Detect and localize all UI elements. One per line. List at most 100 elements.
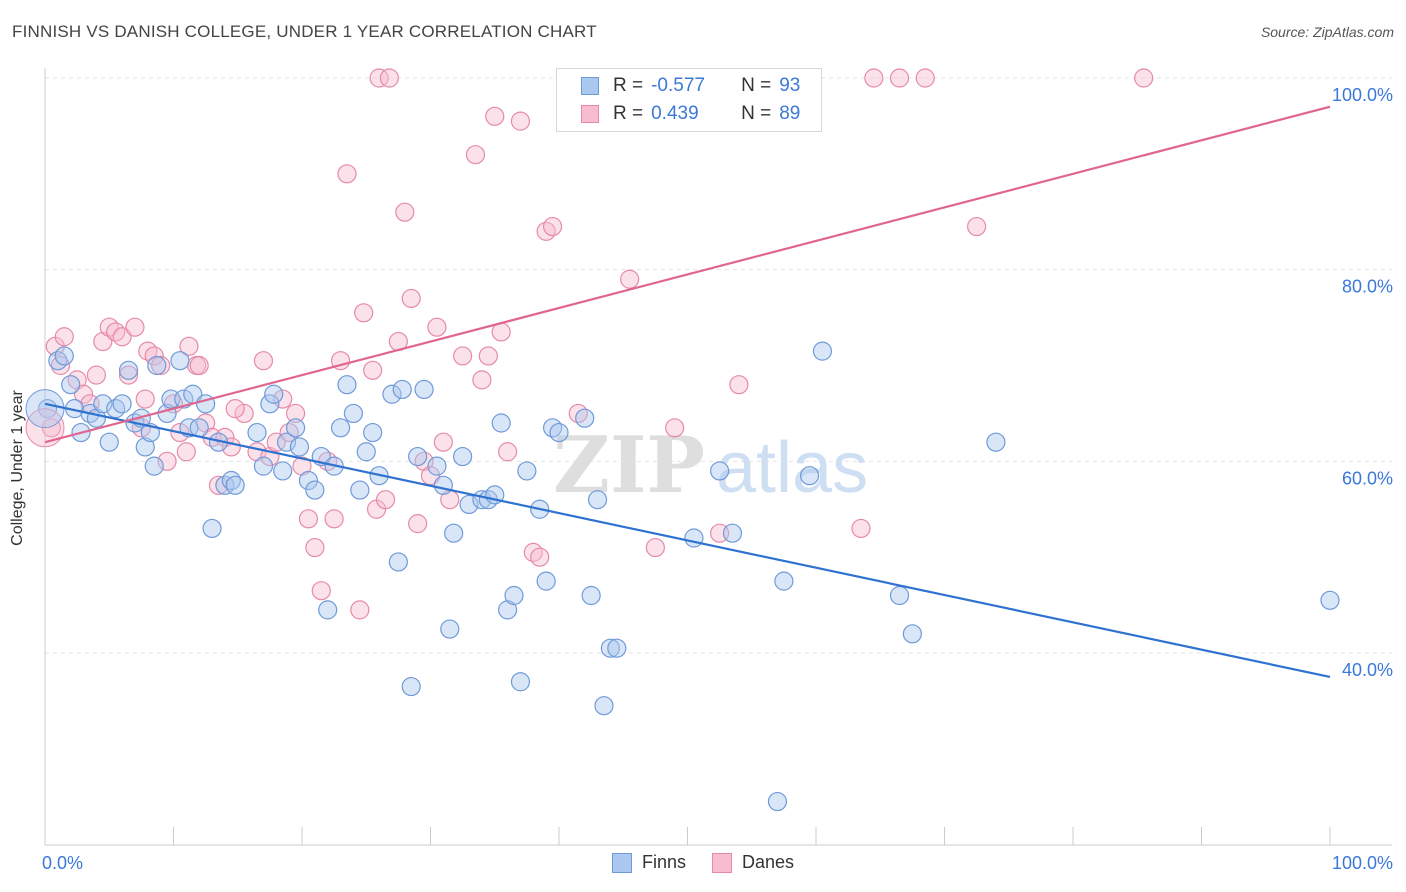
danes-point [485, 106, 505, 126]
danes-trend-line [44, 105, 1331, 444]
finns-point [722, 523, 743, 543]
danes-legend-label: Danes [741, 852, 795, 872]
finns-point [799, 466, 820, 486]
finns-point [179, 418, 199, 438]
danes-point [851, 518, 871, 539]
watermark-zip: ZIP [553, 420, 705, 511]
danes-point [889, 68, 910, 88]
finns-point [170, 351, 190, 371]
danes-point [498, 442, 518, 462]
danes-point [292, 456, 312, 476]
finns-point [459, 494, 479, 515]
legend-row-finns: R = -0.577 N = 93 [581, 73, 800, 99]
finns-point [247, 422, 267, 443]
danes-point [337, 164, 357, 184]
danes-point [967, 216, 987, 237]
finns-trend-line [44, 402, 1331, 679]
finns-point [401, 676, 421, 697]
finns-point [684, 528, 704, 548]
finns-point [337, 375, 357, 395]
x-tick-label: 0.0% [42, 853, 83, 873]
danes-point [729, 375, 749, 395]
legend-item-danes[interactable]: Danes [711, 852, 795, 873]
danes-swatch [581, 105, 599, 123]
finns-swatch [581, 77, 599, 95]
finns-point [285, 418, 306, 438]
finns-point [276, 432, 297, 452]
finns-point [392, 379, 412, 400]
finns-point [517, 461, 537, 481]
danes-point [915, 68, 935, 88]
finns-point [710, 461, 730, 481]
finns-n-label: N = [741, 75, 772, 96]
danes-point [369, 68, 389, 88]
y-tick-label: 40.0% [1342, 660, 1393, 680]
finns-point [498, 600, 518, 620]
finns-point [253, 456, 274, 476]
danes-point [311, 581, 331, 601]
finns-point [414, 379, 434, 400]
danes-point [350, 600, 370, 620]
danes-point [93, 331, 113, 352]
finns-point [260, 394, 280, 414]
finns-point [536, 571, 556, 591]
finns-point [289, 437, 310, 457]
danes-point [472, 370, 492, 390]
series-legend: Finns Danes [0, 852, 1406, 873]
danes-point [208, 475, 229, 495]
danes-point [427, 317, 447, 337]
finns-point [433, 475, 453, 495]
danes-point [176, 442, 196, 462]
finns-point [118, 360, 139, 380]
finns-point [112, 394, 132, 414]
finns-legend-swatch [611, 852, 632, 873]
danes-point [478, 346, 498, 366]
danes-point [363, 360, 383, 380]
source-credit: Source: ZipAtlas.com [1260, 24, 1394, 40]
finns-point [767, 791, 788, 812]
danes-point [305, 537, 325, 558]
finns-n-value: 93 [779, 75, 801, 96]
finns-r-label: R = [613, 75, 644, 96]
danes-point [354, 303, 374, 323]
finns-point [273, 461, 293, 481]
y-axis-label: College, Under 1 year [9, 390, 26, 546]
danes-point [73, 384, 94, 404]
danes-point [510, 111, 531, 131]
finns-point [174, 389, 194, 409]
finns-point [774, 571, 794, 591]
finns-point [491, 413, 511, 433]
danes-point [453, 346, 473, 366]
danes-point [375, 490, 396, 510]
correlation-legend: R = -0.577 N = 93 R = 0.439 N = 89 [556, 68, 822, 132]
finns-point [600, 638, 621, 658]
finns-point [144, 456, 164, 476]
finns-point [330, 418, 351, 438]
legend-item-finns[interactable]: Finns [611, 852, 686, 873]
danes-n-label: N = [741, 103, 772, 124]
finns-point [298, 470, 319, 491]
danes-r-value: 0.439 [651, 103, 699, 124]
finns-point [427, 456, 447, 476]
y-tick-label: 60.0% [1342, 468, 1393, 488]
finns-point [812, 341, 833, 361]
danes-legend-swatch [711, 852, 732, 873]
finns-point [99, 432, 119, 452]
finns-point [189, 418, 209, 438]
finns-point [1320, 590, 1340, 610]
danes-point [179, 336, 199, 356]
finns-point [61, 375, 81, 395]
finns-point [356, 442, 376, 462]
finns-point [93, 394, 113, 414]
finns-point [581, 585, 601, 606]
finns-point [350, 480, 370, 500]
danes-point [395, 202, 415, 222]
finns-point [264, 384, 284, 404]
finns-point [147, 355, 167, 376]
danes-point [324, 509, 344, 529]
finns-point [504, 585, 524, 606]
danes-point [285, 403, 306, 424]
danes-point [645, 537, 665, 558]
watermark-atlas: atlas [716, 428, 868, 508]
